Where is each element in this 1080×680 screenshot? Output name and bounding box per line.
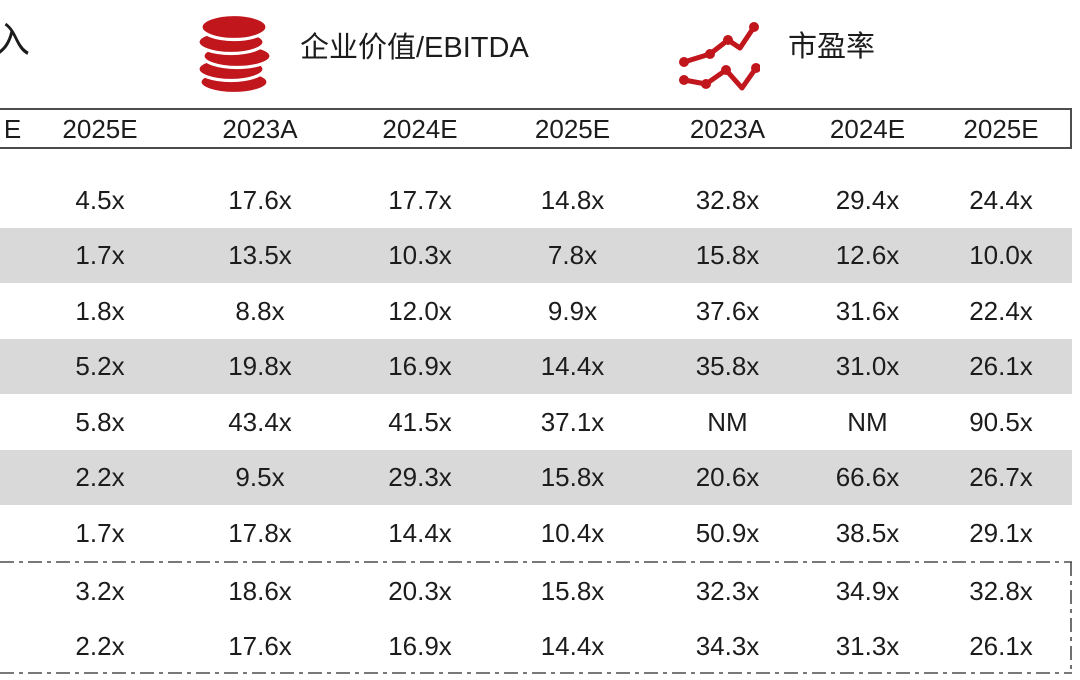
row3-cell-7: 22.4x [969,295,1033,326]
row6-cell-2: 9.5x [235,462,285,493]
row7-cell-6: 38.5x [835,517,900,548]
summary2-cell-3: 16.9x [388,630,452,661]
row7-cell-1: 1.7x [75,517,125,548]
summary1-cell-5: 32.3x [695,575,760,606]
summary1-cell-1: 3.2x [75,575,125,606]
row7-cell-3: 14.4x [388,517,452,548]
column-header-3: 2024E [382,113,458,144]
legend-bar: 入 企业价值/EBITDA 市盈率 [0,0,1080,106]
row4-cell-6: 31.0x [835,351,900,382]
row1-cell-5: 32.8x [695,184,760,215]
row5-cell-3: 41.5x [388,406,452,437]
row2-cell-7: 10.0x [969,240,1033,271]
column-header-5: 2023A [689,113,766,144]
summary2-cell-4: 14.4x [540,630,605,661]
row3-cell-4: 9.9x [547,295,598,326]
row5-cell-7: 90.5x [969,406,1033,437]
row4-cell-3: 16.9x [388,351,452,382]
row4-cell-5: 35.8x [695,351,760,382]
row5-cell-6: NM [847,406,888,437]
row6-cell-4: 15.8x [540,462,605,493]
row3-cell-6: 31.6x [835,295,900,326]
row1-cell-2: 17.6x [228,184,292,215]
row1-cell-6: 29.4x [835,184,900,215]
row7-cell-7: 29.1x [969,517,1033,548]
row7-cell-4: 10.4x [540,517,605,548]
row6-cell-5: 20.6x [695,462,760,493]
row3-cell-5: 37.6x [695,295,760,326]
column-header-7: 2025E [963,113,1039,144]
table-body: 4.5x 17.6x 17.7x 14.8x 32.8x 29.4x 24.4x 1.7x 13… [0,172,1072,561]
row6-cell-1: 2.2x [75,462,125,493]
row4-cell-7: 26.1x [969,351,1033,382]
column-header-4: 2025E [534,113,611,144]
table-header-row: E 2025E 2023A 2024E 2025E 2023A 2024E 2025E [0,108,1072,149]
summary2-cell-6: 31.3x [835,630,900,661]
summary-rows: 3.2x 18.6x 20.3x 15.8x 32.3x 34.9x 32.8x 2.2x 17… [0,563,1072,673]
row5-cell-2: 43.4x [228,406,292,437]
summary2-cell-5: 34.3x [695,630,760,661]
row6-cell-3: 29.3x [388,462,452,493]
column-header-0: E [3,113,22,144]
row4-cell-4: 14.4x [540,351,605,382]
summary1-cell-2: 18.6x [228,575,292,606]
column-header-1: 2025E [62,113,138,144]
row2-cell-4: 7.8x [547,240,598,271]
row6-cell-7: 26.7x [969,462,1033,493]
row4-cell-2: 19.8x [228,351,292,382]
column-header-2: 2023A [222,113,298,144]
summary-row-2: 2.2x 17.6x 16.9x 14.4x 34.3x 31.3x 26.1x [0,618,1072,673]
legend-label-ev-ebitda: 企业价值/EBITDA [300,32,529,64]
row3-cell-1: 1.8x [75,295,125,326]
cropped-left-label: 入 [0,19,31,60]
table-row-3: 1.8x 8.8x 12.0x 9.9x 37.6x 31.6x 22.4x [0,283,1072,339]
table-row-2: 1.7x 13.5x 10.3x 7.8x 15.8x 12.6x 10.0x [0,227,1072,283]
row3-cell-2: 8.8x [235,295,285,326]
summary-box: 3.2x 18.6x 20.3x 15.8x 32.3x 34.9x 32.8x 2.2x 17… [0,561,1074,674]
row2-cell-3: 10.3x [388,240,452,271]
row2-cell-6: 12.6x [835,240,900,271]
row2-cell-2: 13.5x [228,240,292,271]
coins-icon [196,11,274,97]
row1-cell-1: 4.5x [75,184,125,215]
row2-cell-1: 1.7x [75,240,125,271]
row2-cell-5: 15.8x [695,240,760,271]
row7-cell-2: 17.8x [228,517,292,548]
summary2-cell-2: 17.6x [228,630,292,661]
summary2-cell-1: 2.2x [75,630,125,661]
row3-cell-3: 12.0x [388,295,452,326]
row1-cell-3: 17.7x [388,184,452,215]
row1-cell-7: 24.4x [969,184,1033,215]
row1-cell-4: 14.8x [540,184,605,215]
line-chart-icon [676,14,761,94]
table-row-6: 2.2x 9.5x 29.3x 15.8x 20.6x 66.6x 26.7x [0,449,1072,505]
row5-cell-1: 5.8x [75,406,125,437]
table-row-5: 5.8x 43.4x 41.5x 37.1x NM NM 90.5x [0,394,1072,450]
row5-cell-4: 37.1x [540,406,605,437]
summary1-cell-6: 34.9x [835,575,900,606]
row4-cell-1: 5.2x [75,351,125,382]
legend-label-pe: 市盈率 [788,31,876,63]
summary1-cell-7: 32.8x [969,575,1033,606]
summary1-cell-3: 20.3x [388,575,452,606]
row6-cell-6: 66.6x [835,462,900,493]
column-header-6: 2024E [829,113,906,144]
table-row-1: 4.5x 17.6x 17.7x 14.8x 32.8x 29.4x 24.4x [0,172,1072,228]
row7-cell-5: 50.9x [695,517,760,548]
row5-cell-5: NM [707,406,748,437]
summary2-cell-7: 26.1x [969,630,1033,661]
summary1-cell-4: 15.8x [540,575,605,606]
summary-row-1: 3.2x 18.6x 20.3x 15.8x 32.3x 34.9x 32.8x [0,563,1072,618]
table-row-7: 1.7x 17.8x 14.4x 10.4x 50.9x 38.5x 29.1x [0,505,1072,561]
table-row-4: 5.2x 19.8x 16.9x 14.4x 35.8x 31.0x 26.1x [0,338,1072,394]
